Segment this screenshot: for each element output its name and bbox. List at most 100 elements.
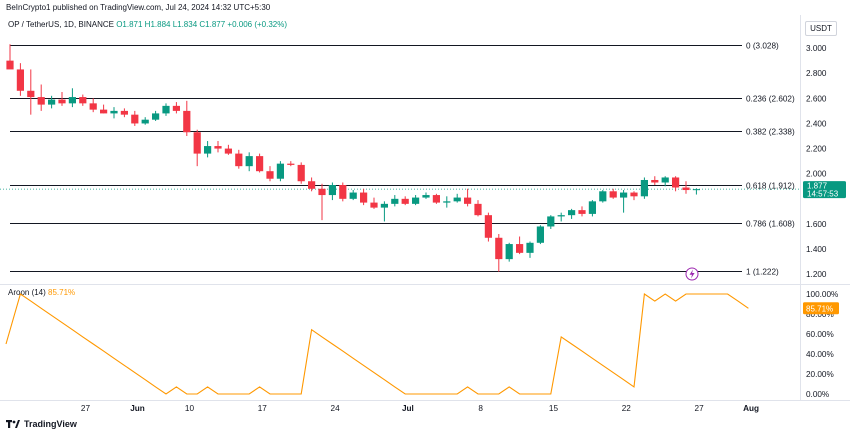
candle-body <box>380 203 388 208</box>
candle-body <box>152 113 160 120</box>
price-tick-label: 3.000 <box>806 44 827 53</box>
candle-body <box>110 110 118 114</box>
price-tick-label: 1.400 <box>806 245 827 254</box>
candle-body <box>443 201 451 203</box>
candle-body <box>464 197 472 204</box>
candle-body <box>620 192 628 198</box>
aroon-value-label: 85.71% <box>806 304 833 313</box>
candle-body <box>578 210 586 214</box>
aroon-title: Aroon (14) <box>8 288 46 297</box>
currency-button[interactable]: USDT <box>805 21 837 36</box>
time-tick-label: 24 <box>331 404 341 413</box>
price-change: +0.006 (+0.32%) <box>227 20 288 29</box>
candle-body <box>651 179 659 183</box>
candle-body <box>391 198 399 204</box>
candle-body <box>682 187 690 191</box>
aroon-legend: Aroon (14) 85.71% <box>8 288 75 297</box>
time-tick-label: 17 <box>258 404 268 413</box>
lightning-icon <box>685 267 699 281</box>
aroon-line <box>5 293 749 395</box>
tradingview-brand[interactable]: TradingView <box>6 419 77 429</box>
symbol-label: OP / TetherUS, 1D, BINANCE <box>8 20 114 29</box>
candle-body <box>214 146 222 149</box>
candle-body <box>484 215 492 238</box>
candle-body <box>360 192 368 203</box>
price-tick-label: 2.800 <box>806 69 827 78</box>
candle-body <box>141 119 149 124</box>
price-tick-label: 2.200 <box>806 145 827 154</box>
candle-body <box>16 69 24 91</box>
candle-body <box>349 192 357 199</box>
fib-label: 1 (1.222) <box>746 268 779 277</box>
candle-body <box>630 192 638 197</box>
candle-body <box>183 110 191 133</box>
tradingview-logo-icon <box>6 420 20 428</box>
candle-body <box>256 156 264 172</box>
time-tick-label: 10 <box>185 404 195 413</box>
candle-body <box>672 177 680 188</box>
countdown-label: 14:57:53 <box>807 190 839 199</box>
candle-body <box>516 244 524 253</box>
aroon-value-badge <box>803 302 839 315</box>
candle-body <box>495 237 503 260</box>
candle-body <box>370 202 378 208</box>
candle-body <box>401 198 409 204</box>
symbol-legend: OP / TetherUS, 1D, BINANCE O1.871 H1.884… <box>8 20 287 29</box>
time-tick-label: 27 <box>695 404 705 413</box>
time-tick-label: 27 <box>81 404 91 413</box>
candle-body <box>131 114 139 124</box>
candle-body <box>48 99 56 105</box>
candle-body <box>328 185 336 196</box>
last-price-badge <box>803 181 846 199</box>
candle-body <box>588 201 596 214</box>
candle-body <box>276 163 284 179</box>
price-tick-label: 2.600 <box>806 94 827 103</box>
candle-body <box>568 210 576 216</box>
aroon-value: 85.71% <box>48 288 76 297</box>
aroon-tick-label: 0.00% <box>806 390 829 399</box>
time-tick-label: 15 <box>549 404 559 413</box>
candle-body <box>27 90 35 98</box>
publisher-line: BeInCrypto1 published on TradingView.com… <box>6 3 271 12</box>
price-tick-label: 2.000 <box>806 170 827 179</box>
time-tick-label: 22 <box>622 404 632 413</box>
candle-body <box>339 185 347 199</box>
lightning-icon-bolt <box>689 269 695 279</box>
candle-body <box>204 146 212 154</box>
candle-body <box>235 153 243 167</box>
candle-body <box>120 110 128 115</box>
candle-body <box>661 177 669 183</box>
candle-body <box>557 215 565 217</box>
candle-body <box>100 109 108 114</box>
candle-body <box>640 179 648 197</box>
candle-body <box>318 188 326 196</box>
candle-body <box>287 163 295 165</box>
ohlc-values: O1.871 H1.884 L1.834 C1.877 <box>116 20 226 29</box>
candle-body <box>599 191 607 202</box>
fib-label: 0 (3.028) <box>746 42 779 51</box>
candle-body <box>58 99 66 104</box>
candle-body <box>422 195 430 198</box>
candle-body <box>297 164 305 182</box>
candle-body <box>79 97 87 104</box>
fib-label: 0.236 (2.602) <box>746 95 795 104</box>
candle-body <box>453 197 461 202</box>
aroon-tick-label: 60.00% <box>806 330 834 339</box>
candle-body <box>172 105 180 111</box>
candle-body <box>6 60 14 70</box>
aroon-tick-label: 80.00% <box>806 310 834 319</box>
brand-label: TradingView <box>24 419 77 429</box>
aroon-tick-label: 40.00% <box>806 350 834 359</box>
time-tick-label: Jul <box>402 404 414 413</box>
candle-body <box>547 216 555 227</box>
price-tick-label: 1.600 <box>806 220 827 229</box>
candle-body <box>432 195 440 203</box>
candle-body <box>68 97 76 104</box>
candle-body <box>89 103 97 110</box>
candle-body <box>536 226 544 243</box>
candle-body <box>266 171 274 179</box>
last-price-label: 1.877 <box>807 182 828 191</box>
time-tick-label: 8 <box>478 404 483 413</box>
time-tick-label: Aug <box>743 404 759 413</box>
